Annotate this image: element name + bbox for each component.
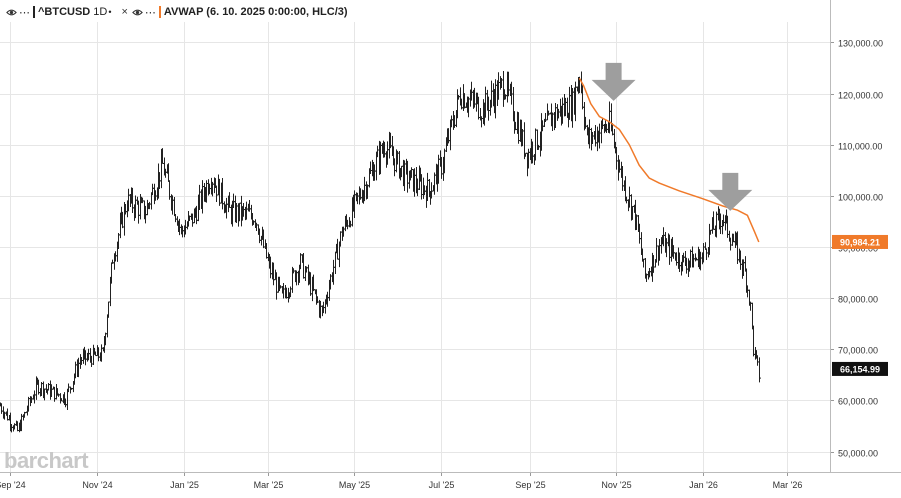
ohlc-bar — [106, 314, 109, 338]
symbol-label: ^BTCUSD — [38, 6, 91, 18]
ohlc-bar — [708, 223, 711, 255]
x-tick-label: Sep '24 — [0, 480, 26, 490]
barchart-logo: barchart — [4, 448, 89, 473]
indicator-swatch — [158, 6, 161, 18]
ohlc-bar — [502, 71, 505, 107]
ohlc-bar — [16, 421, 19, 432]
indicator-legend-item[interactable]: ⋯ AVWAP (6. 10. 2025 0:00:00, HLC/3) — [132, 6, 348, 19]
y-tick-label: 60,000.00 — [838, 397, 878, 407]
symbol-swatch — [33, 6, 35, 18]
ohlc-bar — [705, 248, 708, 260]
ohlc-bar — [655, 238, 658, 263]
ohlc-bar — [758, 357, 761, 383]
eye-icon[interactable] — [6, 7, 17, 18]
ohlc-bar — [174, 214, 177, 223]
x-tick-label: Jul '25 — [429, 480, 455, 490]
avwap-price-tag-label: 90,984.21 — [840, 237, 880, 247]
price-tags: 90,984.21 66,154.99 — [832, 234, 888, 376]
x-tick-label: Nov '25 — [601, 480, 631, 490]
more-options-icon[interactable]: ⋯ — [144, 6, 156, 19]
ohlc-bar — [137, 200, 140, 224]
ohlc-bar — [67, 383, 70, 393]
down-arrow-icon — [591, 62, 636, 101]
last-price-tag-bg — [832, 361, 888, 376]
close-icon[interactable]: × — [121, 6, 128, 18]
ohlc-bar — [621, 165, 624, 191]
more-options-icon[interactable]: ⋯ — [19, 6, 30, 19]
x-tick-label: May '25 — [339, 480, 370, 490]
y-tick-label: 80,000.00 — [838, 295, 878, 305]
x-tick-label: Mar '26 — [773, 480, 803, 490]
x-tick-label: Mar '25 — [254, 480, 284, 490]
y-tick-label: 110,000.00 — [838, 142, 882, 152]
y-tick-label: 100,000.00 — [838, 193, 883, 203]
symbol-suffix: • — [108, 7, 112, 17]
eye-icon[interactable] — [132, 7, 143, 18]
x-tick-label: Jan '26 — [689, 480, 718, 490]
symbol-legend-item[interactable]: ⋯ ^BTCUSD 1D • — [6, 6, 111, 19]
ohlc-bar — [339, 231, 342, 247]
ohlc-bar — [751, 302, 754, 330]
avwap-series — [578, 77, 760, 243]
ohlc-bar — [69, 386, 72, 394]
y-tick-label: 120,000.00 — [838, 91, 883, 101]
ohlc-bar — [173, 197, 176, 217]
ohlc-bar — [581, 85, 584, 110]
ohlc-bar — [544, 112, 547, 123]
avwap-line — [578, 77, 760, 243]
down-arrow-icon — [708, 172, 753, 211]
y-tick-label: 130,000.00 — [838, 39, 883, 49]
ohlc-bar — [74, 361, 77, 379]
chart-legend: ⋯ ^BTCUSD 1D • × ⋯ AVWAP (6. 10. 2025 0:… — [6, 4, 354, 20]
last-price-tag-label: 66,154.99 — [840, 364, 880, 374]
ohlc-bar — [752, 325, 755, 357]
indicator-label: AVWAP (6. 10. 2025 0:00:00, HLC/3) — [163, 6, 348, 18]
ohlc-bar — [92, 344, 95, 365]
x-tick-label: Sep '25 — [515, 480, 545, 490]
y-tick-label: 50,000.00 — [838, 449, 878, 459]
x-tick-label: Nov '24 — [82, 480, 112, 490]
ohlc-bar — [334, 251, 337, 275]
avwap-price-tag-bg — [832, 234, 888, 249]
ohlc-bar — [215, 185, 218, 203]
x-tick-label: Jan '25 — [170, 480, 199, 490]
ohlc-bar — [729, 237, 732, 251]
ohlc-bar — [110, 262, 113, 284]
ohlc-bars — [0, 71, 761, 433]
y-tick-label: 70,000.00 — [838, 346, 878, 356]
interval-label: 1D — [93, 6, 108, 18]
annotation-arrows — [591, 62, 753, 211]
